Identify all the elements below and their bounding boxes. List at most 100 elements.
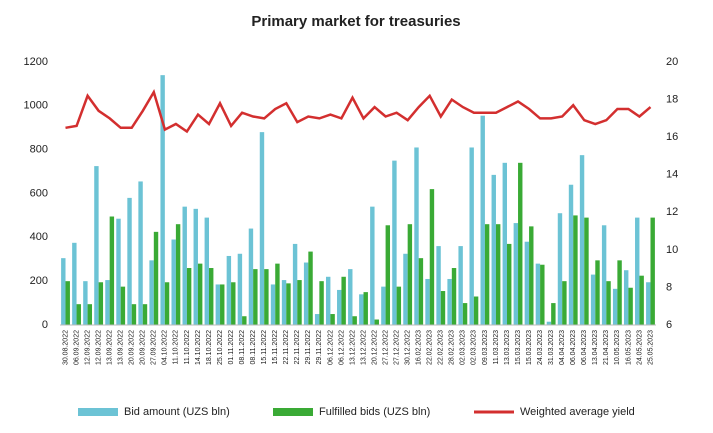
- x-tick-label: 11.10.2022: [173, 330, 180, 365]
- bar: [381, 286, 386, 325]
- bar: [308, 251, 313, 325]
- bar: [418, 258, 424, 325]
- bar: [297, 280, 302, 325]
- x-tick-label: 20.09.2022: [140, 330, 147, 365]
- x-tick-label: 01.11.2022: [228, 330, 235, 365]
- bar: [436, 246, 441, 325]
- bar: [529, 226, 534, 325]
- x-tick-label: 30.12.2022: [405, 330, 412, 365]
- legend-label: Bid amount (UZS bln): [124, 406, 230, 418]
- bar: [513, 223, 519, 325]
- bar: [160, 75, 165, 326]
- bar: [270, 284, 276, 325]
- bar: [639, 275, 644, 325]
- x-tick-label: 14.10.2022: [195, 330, 202, 365]
- bar: [385, 225, 391, 325]
- bar: [264, 269, 269, 325]
- bar: [325, 276, 331, 325]
- bar: [447, 278, 452, 325]
- bar: [628, 287, 633, 325]
- bar: [507, 243, 512, 325]
- bar: [197, 263, 203, 325]
- bar: [584, 217, 589, 325]
- x-tick-label: 16.02.2023: [416, 330, 423, 365]
- x-tick-label: 09.03.2023: [482, 330, 489, 365]
- bar: [127, 197, 132, 325]
- bar: [253, 269, 258, 325]
- x-tick-label: 06.09.2022: [73, 330, 80, 365]
- bar: [209, 268, 214, 325]
- bar: [414, 147, 419, 325]
- bar: [458, 246, 463, 325]
- bar: [606, 281, 611, 325]
- bar: [540, 264, 545, 325]
- bar: [248, 228, 254, 325]
- x-tick-label: 27.12.2022: [382, 330, 389, 365]
- bar: [175, 224, 181, 325]
- bar: [215, 284, 221, 325]
- x-tick-label: 29.11.2022: [316, 330, 323, 365]
- y-tick-label: 400: [30, 231, 48, 243]
- bar: [590, 274, 596, 325]
- x-tick-label: 15.11.2022: [272, 330, 279, 365]
- bar: [204, 217, 209, 325]
- bar: [337, 289, 342, 325]
- bar: [348, 269, 353, 325]
- bar: [495, 224, 501, 325]
- bar: [286, 283, 291, 325]
- x-tick-label: 13.12.2022: [360, 330, 367, 365]
- x-tick-label: 25.10.2022: [217, 330, 224, 365]
- bar: [76, 304, 81, 325]
- bar: [149, 260, 154, 325]
- y-tick-label: 600: [30, 187, 48, 199]
- x-tick-label: 22.02.2023: [427, 330, 434, 365]
- bar: [98, 282, 104, 325]
- x-tick-label: 13.12.2022: [349, 330, 356, 365]
- bar: [480, 115, 485, 325]
- x-tick-label: 06.04.2023: [581, 330, 588, 365]
- bar: [83, 281, 88, 325]
- y-tick-label: 1200: [24, 56, 48, 68]
- bar: [120, 286, 126, 325]
- bar: [182, 206, 187, 325]
- x-tick-label: 13.04.2023: [592, 330, 599, 365]
- bar: [403, 253, 408, 325]
- bar: [469, 147, 474, 325]
- bar: [303, 262, 309, 325]
- bar: [61, 258, 66, 325]
- bar: [226, 255, 232, 325]
- bar: [650, 217, 655, 325]
- bar: [535, 263, 541, 325]
- x-tick-label: 13.03.2023: [504, 330, 511, 365]
- bar: [573, 215, 578, 325]
- x-tick-label: 10.05.2023: [614, 330, 621, 365]
- bar: [579, 155, 585, 325]
- x-tick-label: 06.04.2023: [570, 330, 577, 365]
- bar: [363, 292, 368, 325]
- x-tick-label: 20.09.2022: [129, 330, 136, 365]
- x-tick-label: 04.10.2022: [162, 330, 169, 365]
- bar: [595, 260, 600, 325]
- yield-line: [65, 88, 652, 134]
- bar: [396, 286, 402, 325]
- bar: [105, 280, 110, 325]
- y-tick-label: 200: [30, 275, 48, 287]
- bar: [562, 281, 567, 325]
- bar: [484, 224, 490, 325]
- x-tick-label: 12.09.2022: [84, 330, 91, 365]
- y2-tick-label: 16: [666, 131, 678, 143]
- bar: [601, 225, 607, 325]
- y2-tick-label: 14: [666, 169, 678, 181]
- bar: [617, 260, 622, 325]
- bar: [87, 304, 93, 325]
- bar: [153, 231, 159, 325]
- x-tick-label: 30.08.2022: [62, 330, 69, 365]
- legend-swatch: [273, 408, 313, 416]
- x-tick-label: 06.12.2022: [327, 330, 334, 365]
- x-tick-label: 22.11.2022: [294, 330, 301, 365]
- bar: [65, 281, 70, 325]
- bar: [612, 288, 618, 325]
- bar: [314, 314, 320, 325]
- bar: [231, 282, 236, 325]
